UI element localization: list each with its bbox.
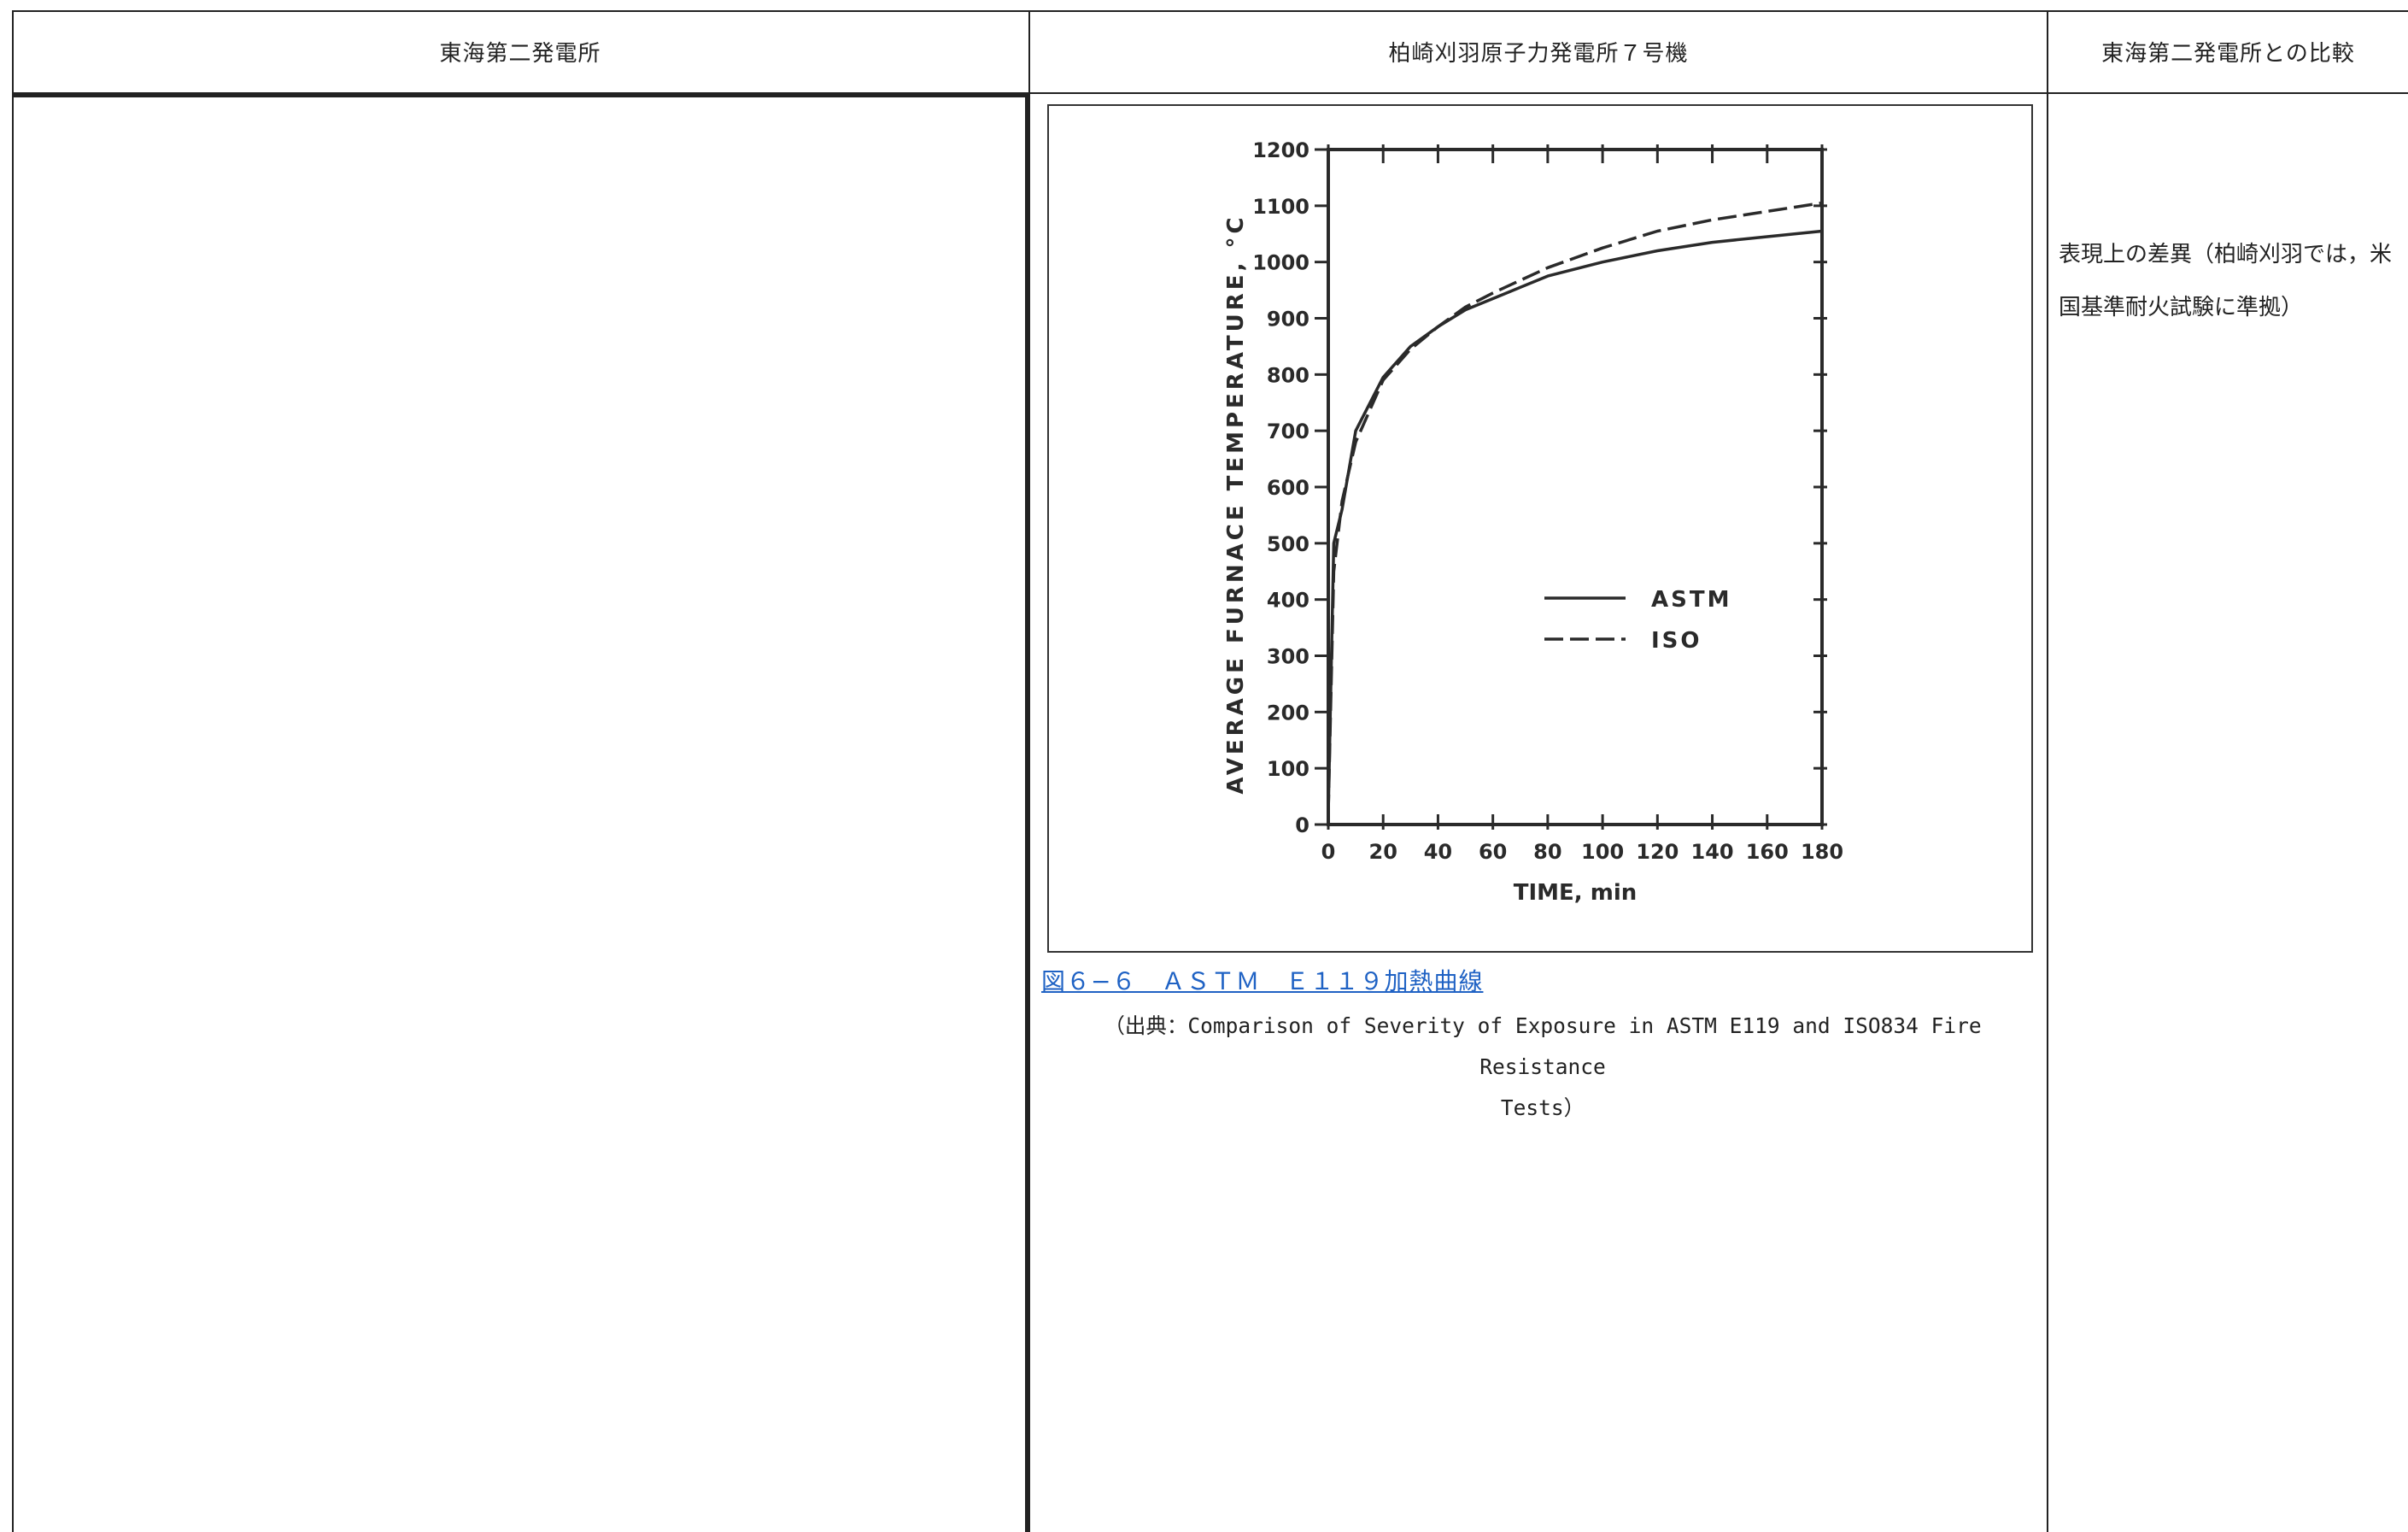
y-tick-label: 0 — [1295, 813, 1309, 837]
y-tick-label: 400 — [1267, 589, 1309, 613]
x-tick-label: 140 — [1691, 840, 1734, 864]
x-tick-label: 60 — [1479, 840, 1507, 864]
x-tick-label: 100 — [1581, 840, 1624, 864]
x-tick-label: 180 — [1801, 840, 1843, 864]
legend-label-astm: ASTM — [1651, 587, 1731, 613]
plot-frame — [1327, 148, 1824, 826]
x-tick-label: 120 — [1636, 840, 1679, 864]
y-tick-label: 100 — [1267, 757, 1309, 781]
comparison-note-line-1: 表現上の差異（柏崎刈羽では，米 — [2059, 242, 2393, 267]
column-divider-1-header — [1028, 10, 1030, 96]
header-col-kashiwazaki: 柏崎刈羽原子力発電所７号機 — [1388, 40, 1689, 67]
x-tick-label: 40 — [1424, 840, 1452, 864]
x-axis-title: TIME, min — [1514, 880, 1638, 906]
table-top-border — [12, 10, 2408, 12]
figure-source-line-2: Tests） — [1500, 1095, 1585, 1120]
header-col-tokai: 東海第二発電所 — [439, 40, 601, 67]
x-tick-label: 20 — [1369, 840, 1397, 864]
y-axis-title: AVERAGE FURNACE TEMPERATURE, °C — [1223, 214, 1249, 794]
header-col-comparison: 東海第二発電所との比較 — [2101, 40, 2355, 67]
y-tick-label: 200 — [1267, 701, 1309, 725]
y-tick-label: 900 — [1267, 308, 1309, 332]
y-tick-label: 600 — [1267, 476, 1309, 500]
figure-caption[interactable]: 図６−６ ＡＳＴＭ Ｅ１１９加熱曲線 — [1041, 967, 1484, 995]
figure-frame — [1047, 104, 2033, 953]
column-divider-1-body — [1025, 92, 1030, 1532]
series-line-iso — [1327, 201, 1823, 813]
figure-source-line-1: （出典：Comparison of Severity of Exposure i… — [1104, 1013, 1982, 1079]
series-line-astm — [1327, 229, 1823, 813]
left-column-top-rule — [12, 92, 1028, 97]
y-tick-label: 500 — [1267, 532, 1309, 556]
comparison-note: 表現上の差異（柏崎刈羽では，米 国基準耐火試験に準拠） — [2059, 228, 2408, 334]
column-divider-2 — [2047, 10, 2048, 1532]
legend-label-iso: ISO — [1651, 628, 1702, 654]
y-tick-label: 700 — [1267, 420, 1309, 443]
y-tick-label: 1000 — [1252, 251, 1309, 275]
comparison-note-line-2: 国基準耐火試験に準拠） — [2059, 295, 2304, 320]
y-tick-label: 1100 — [1252, 195, 1309, 219]
header-bottom-rule — [1028, 92, 2408, 94]
figure-source: （出典：Comparison of Severity of Exposure i… — [1047, 1006, 2038, 1129]
y-tick-label: 300 — [1267, 645, 1309, 669]
y-tick-label: 1200 — [1252, 138, 1309, 162]
x-tick-label: 80 — [1533, 840, 1561, 864]
y-tick-label: 800 — [1267, 363, 1309, 387]
x-tick-label: 0 — [1321, 840, 1336, 864]
x-tick-label: 160 — [1746, 840, 1789, 864]
table-left-border — [12, 10, 14, 1532]
